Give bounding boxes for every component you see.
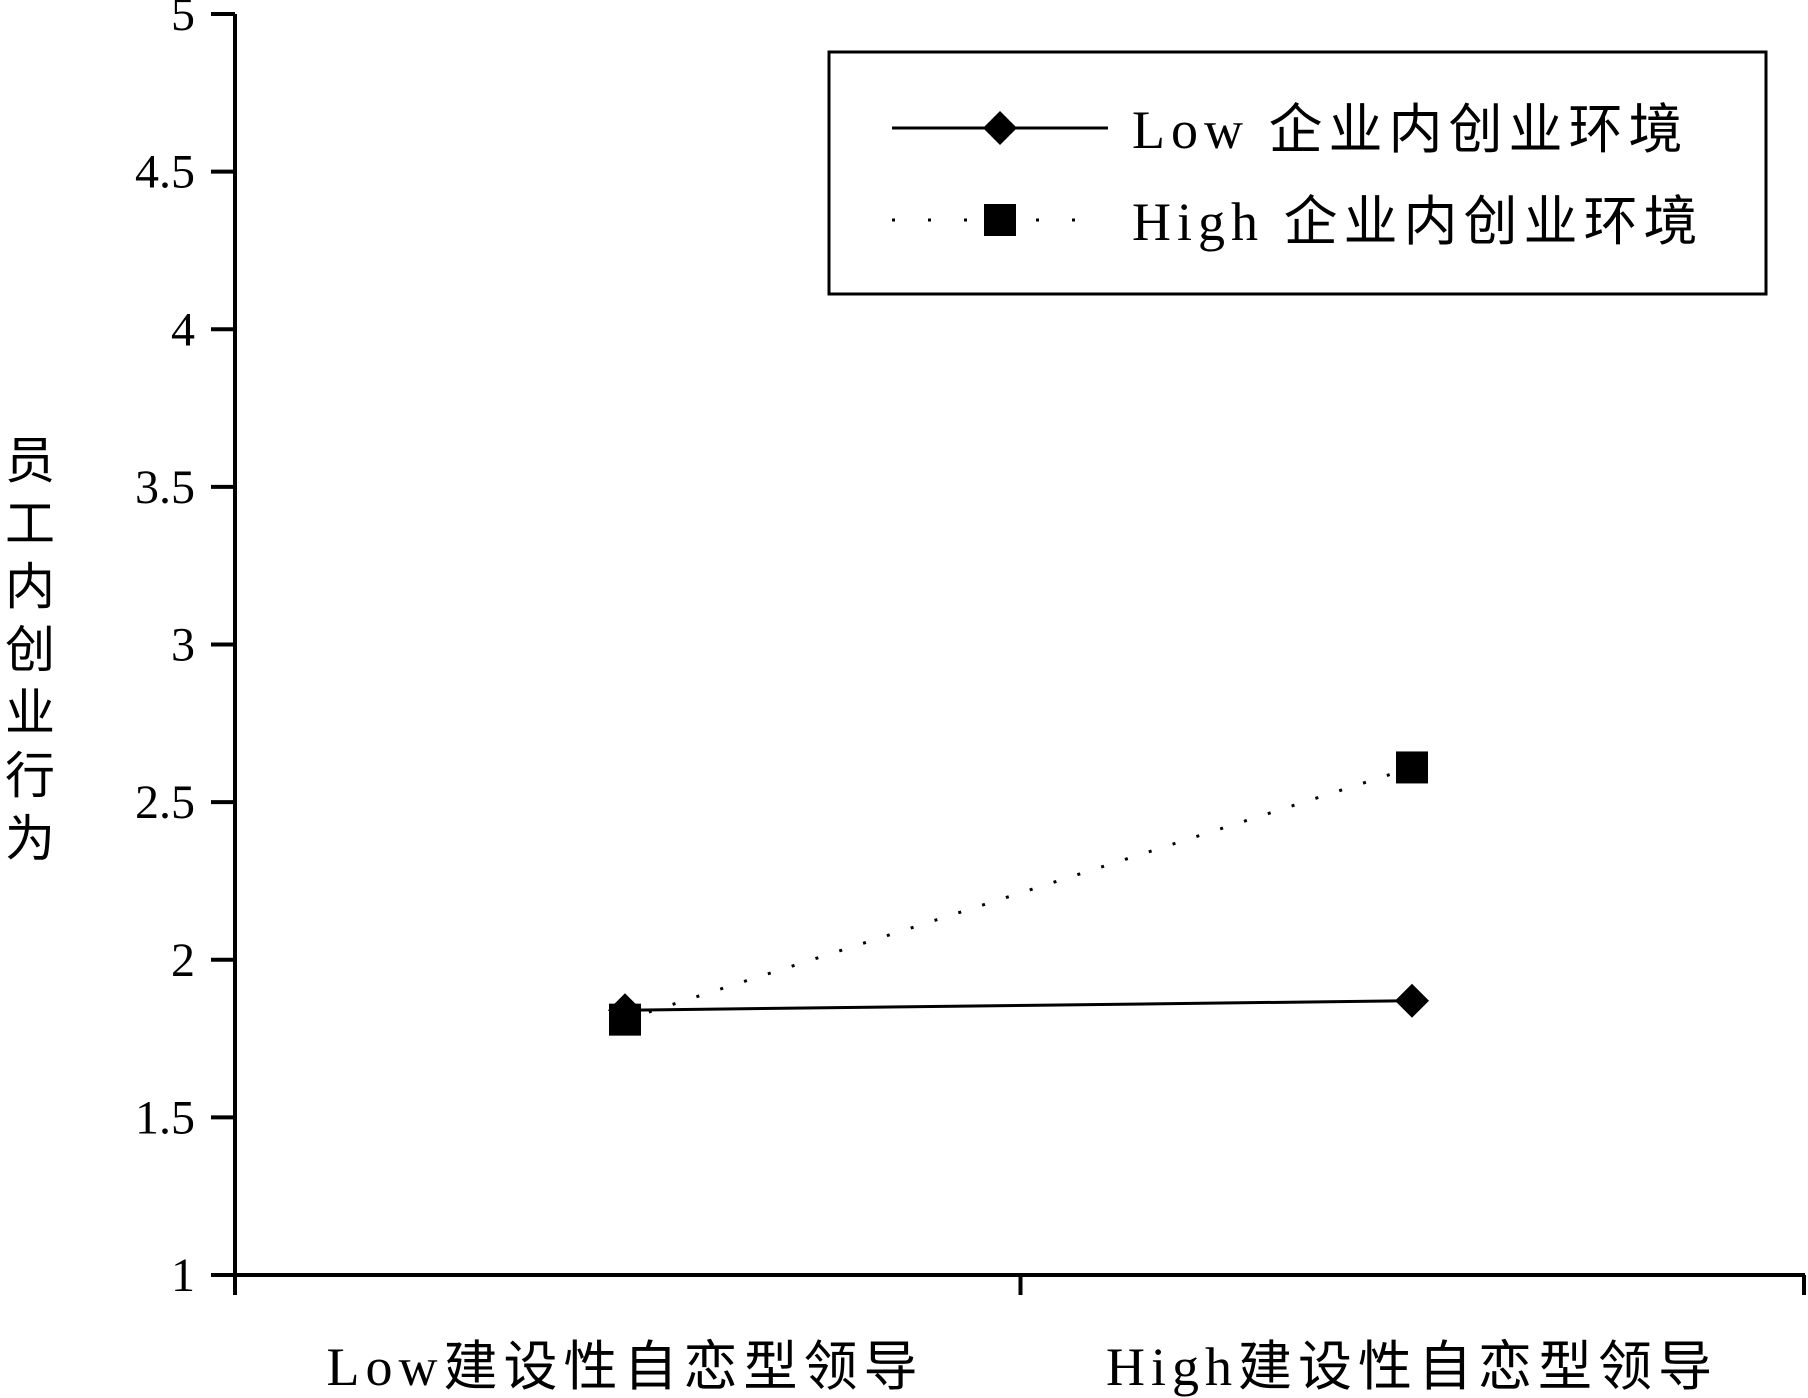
- y-axis-label-char: 为: [5, 810, 55, 868]
- x-tick-label: High建设性自恋型领导: [1106, 1337, 1718, 1397]
- y-axis-label-char: 行: [5, 747, 55, 805]
- y-tick-label: 2.5: [135, 776, 195, 829]
- y-tick-label: 3.5: [135, 461, 195, 514]
- square-marker: [609, 1003, 641, 1036]
- series-layer: [608, 751, 1429, 1036]
- x-tick-label: Low建设性自恋型领导: [327, 1337, 924, 1397]
- legend-label: High 企业内创业环境: [1132, 192, 1704, 252]
- legend-box: [827, 50, 1768, 296]
- legend-item: Low 企业内创业环境: [892, 100, 1688, 160]
- y-axis-label-char: 员: [5, 432, 55, 490]
- series-2: [609, 751, 1428, 1036]
- y-axis-label-char: 创: [5, 621, 55, 679]
- y-tick-label: 1.5: [135, 1091, 195, 1144]
- y-tick-label: 4: [171, 303, 195, 356]
- series-1: [608, 983, 1429, 1028]
- series-line: [624, 766, 1413, 1022]
- x-axis-ticks: Low建设性自恋型领导 High建设性自恋型领导: [233, 1275, 1806, 1397]
- y-axis-ticks: 1 1.5 2 2.5 3 3.5 4 4.5 5: [135, 0, 235, 1302]
- diamond-marker: [1395, 983, 1429, 1018]
- y-tick-label: 3: [171, 619, 195, 672]
- y-tick-label: 1: [171, 1249, 195, 1302]
- y-tick-label: 2: [171, 934, 195, 987]
- y-axis-label-char: 工: [5, 495, 55, 553]
- y-tick-label: 4.5: [135, 146, 195, 199]
- square-marker: [984, 204, 1016, 236]
- y-tick-label: 5: [171, 0, 195, 41]
- y-axis-label-char: 业: [5, 684, 55, 742]
- y-axis-label-char: 内: [5, 558, 55, 616]
- legend: Low 企业内创业环境 High 企业内创业环境: [827, 50, 1768, 296]
- diamond-marker: [983, 111, 1017, 145]
- square-marker: [1396, 751, 1428, 784]
- legend-label: Low 企业内创业环境: [1132, 100, 1688, 160]
- legend-item: High 企业内创业环境: [892, 192, 1704, 252]
- series-line: [624, 999, 1413, 1012]
